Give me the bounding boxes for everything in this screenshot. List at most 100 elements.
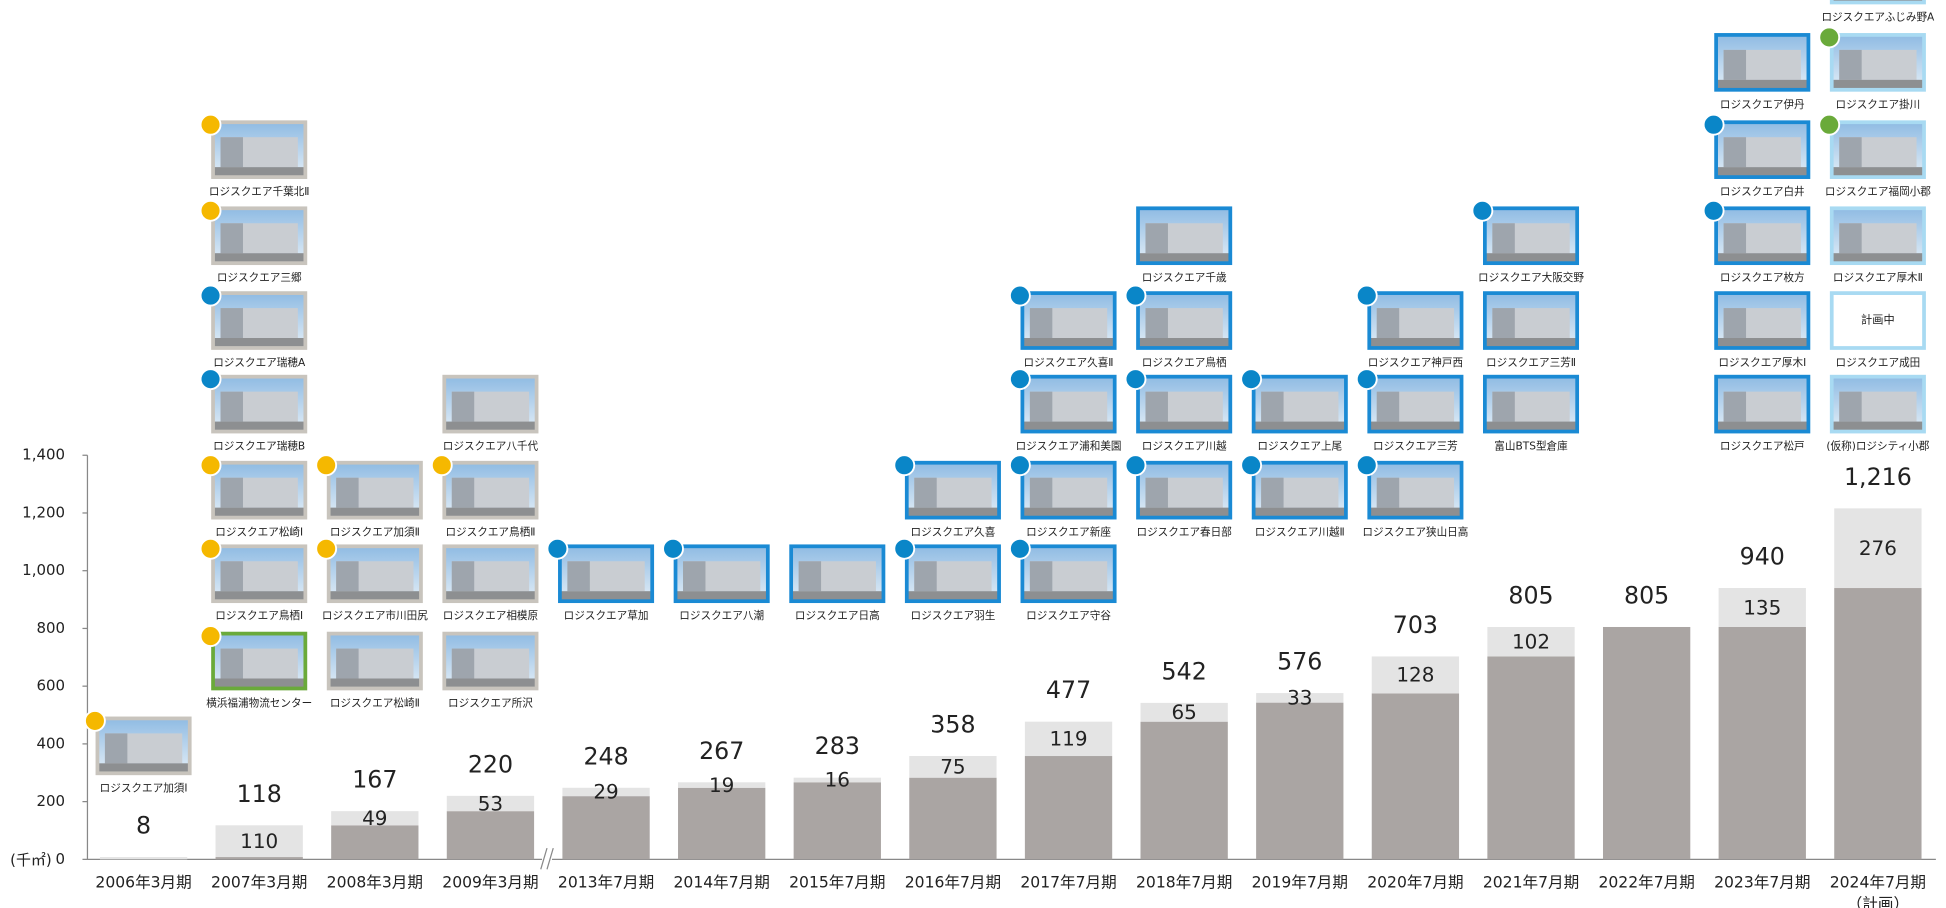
photo-label: ロジスクエア瑞穂A	[213, 356, 306, 369]
photo-frame	[1714, 206, 1811, 266]
photo-dot	[1008, 368, 1031, 391]
segment-label: 33	[1287, 686, 1312, 710]
photo-dot	[662, 537, 684, 560]
photo: ロジスクエア加須Ⅰ	[84, 709, 192, 794]
bar-segment	[215, 857, 303, 860]
y-tick-label: 1,000	[22, 561, 65, 579]
photo-label: ロジスクエア神戸西	[1368, 356, 1463, 369]
photo-label: ロジスクエア浦和美園	[1016, 440, 1122, 453]
photo-building-side	[1839, 391, 1862, 422]
bar-segment	[446, 795, 535, 812]
photo-building-side	[1145, 308, 1168, 339]
photo-dot	[1702, 199, 1725, 222]
x-tick-note: （計画）	[1847, 895, 1909, 908]
photo: ロジスクエアふじみ野A	[1821, 0, 1935, 23]
photo-label: ロジスクエア三芳	[1373, 440, 1458, 453]
photo-label: ロジスクエア厚木Ⅰ	[1718, 357, 1806, 369]
photo-ground	[559, 591, 653, 602]
photo: ロジスクエア三芳	[1355, 368, 1464, 453]
photo-building-side	[1492, 391, 1515, 422]
photo: 横浜福浦物流センター	[199, 625, 312, 709]
photo-building-side	[104, 733, 128, 764]
photo-label: ロジスクエア草加	[564, 610, 649, 622]
y-tick-label: 1,400	[22, 446, 65, 464]
photo-building-side	[1376, 391, 1400, 422]
photo-building-side	[1723, 308, 1747, 339]
photo-frame	[442, 374, 539, 434]
photo-building-side	[220, 561, 243, 592]
photo-label: ロジスクエア鳥栖	[1142, 356, 1227, 369]
x-tick-label: 2023年7月期	[1714, 874, 1810, 892]
photo-building-side	[1029, 391, 1053, 422]
y-tick-label: 600	[36, 677, 65, 695]
photo-frame	[326, 631, 423, 691]
photo-dot	[199, 199, 222, 222]
bar-segment	[678, 782, 766, 788]
segment-label: 65	[1171, 700, 1196, 724]
photo-label: ロジスクエア松崎Ⅱ	[330, 696, 420, 709]
photo: ロジスクエア守谷	[1008, 537, 1117, 622]
photo: ロジスクエア福岡小郡	[1818, 113, 1931, 198]
total-label: 542	[1162, 657, 1207, 685]
photo-frame	[1020, 544, 1117, 604]
total-label: 283	[815, 732, 860, 760]
photo-label: ロジスクエア成田	[1836, 357, 1921, 369]
photo-dot	[1471, 199, 1494, 222]
segment-label: 128	[1396, 663, 1434, 687]
bar-segment	[562, 796, 650, 860]
photo-building-side	[1723, 223, 1747, 254]
photo-frame	[1829, 206, 1926, 266]
photo-building-side	[451, 561, 475, 592]
photo-label: (仮称)ロジシティ小郡	[1826, 440, 1929, 453]
x-tick-label: 2006年3月期	[95, 874, 191, 892]
photo: ロジスクエア久喜Ⅱ	[1008, 284, 1117, 369]
photo: ロジスクエア上尾	[1240, 368, 1348, 453]
photo-frame	[1020, 291, 1117, 350]
photo-ground	[1716, 338, 1809, 348]
bar-segment	[909, 756, 997, 778]
photo-building-side	[1376, 477, 1400, 508]
x-tick-label: 2008年3月期	[327, 874, 423, 892]
photo-frame	[211, 374, 308, 434]
photo-ground	[906, 591, 1000, 602]
bar-segment	[331, 825, 419, 860]
total-label: 248	[583, 742, 628, 770]
photo-label: ロジスクエアふじみ野A	[1821, 11, 1935, 23]
photo: ロジスクエア松崎Ⅰ	[199, 454, 308, 539]
photo-label: ロジスクエア市川田尻	[322, 609, 428, 622]
photo-building-side	[1492, 223, 1515, 254]
photo: ロジスクエア鳥栖	[1124, 284, 1233, 369]
photo: ロジスクエア神戸西	[1355, 284, 1464, 369]
photo-dot	[1124, 368, 1147, 391]
y-tick-label: 800	[36, 619, 65, 637]
photo-ground	[1716, 421, 1809, 432]
photo-label: ロジスクエア狭山日高	[1362, 526, 1468, 539]
photo: ロジスクエア三芳Ⅱ	[1483, 291, 1580, 369]
photo-building-side	[220, 648, 243, 679]
photo-building-side	[1029, 561, 1053, 592]
photo-frame	[1367, 460, 1464, 520]
photo: ロジスクエア瑞穂B	[199, 368, 308, 453]
photo-label: ロジスクエア川越Ⅱ	[1255, 526, 1345, 539]
photo-building-side	[1723, 391, 1747, 422]
photo-building-side	[914, 561, 937, 592]
photo-ground	[1369, 507, 1462, 518]
photo-ground	[1369, 338, 1462, 348]
photo-dot	[1355, 454, 1378, 477]
photo-ground	[444, 591, 537, 602]
photo: ロジスクエア久喜	[893, 454, 1001, 539]
unit-label: (千㎡)	[10, 851, 52, 869]
photo-building-side	[451, 648, 475, 679]
bar-segment	[1602, 626, 1691, 860]
photo-building-side	[220, 391, 243, 422]
photo-building-side	[220, 137, 243, 168]
photo-label: ロジスクエア三郷	[217, 271, 302, 284]
bar-segment	[1140, 702, 1228, 722]
photo-ground	[1716, 79, 1809, 90]
photo-building-side	[567, 561, 590, 592]
axis-break	[542, 848, 552, 871]
photo: ロジスクエア掛川	[1818, 26, 1926, 111]
photo-dot	[430, 454, 453, 477]
photo-building-side	[336, 561, 359, 592]
